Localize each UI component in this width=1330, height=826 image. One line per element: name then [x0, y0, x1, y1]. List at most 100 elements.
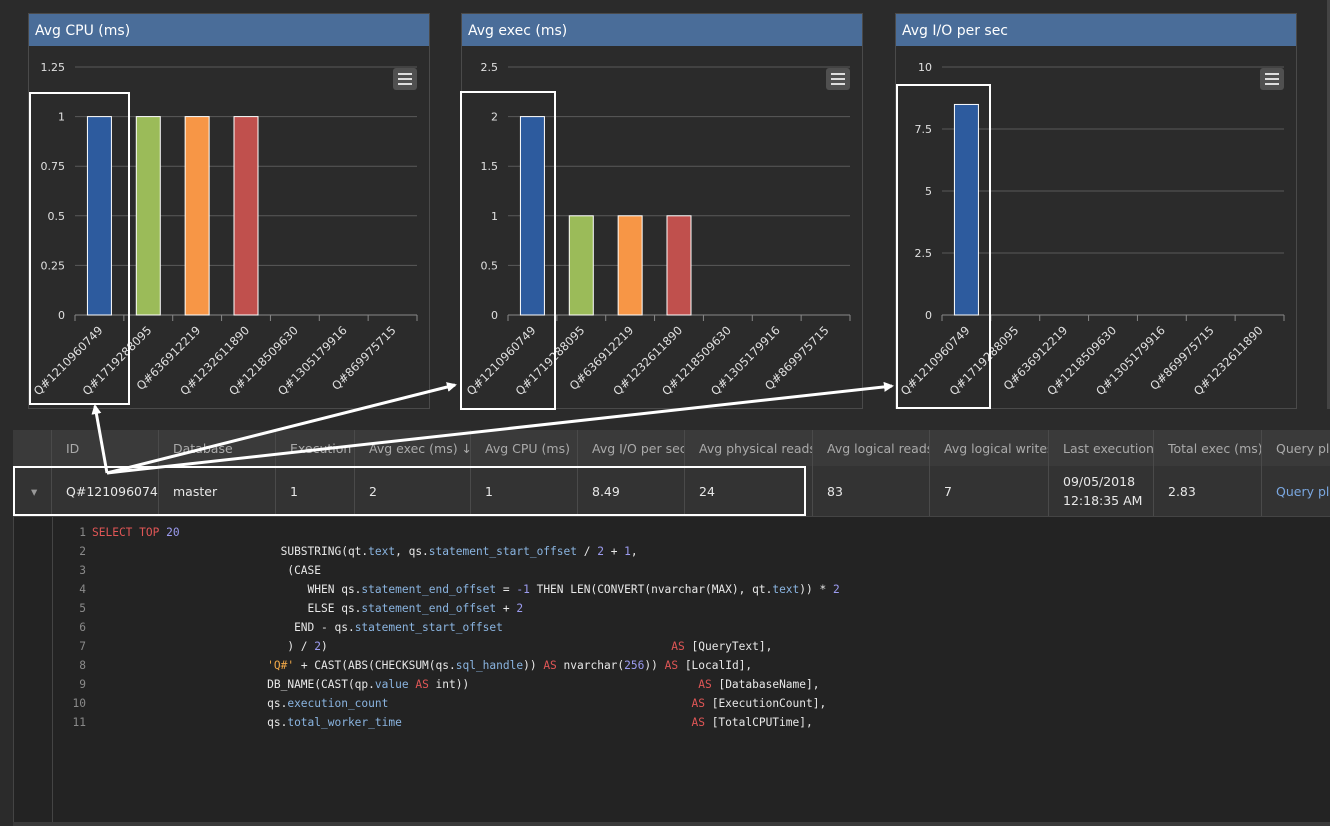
code-token	[132, 523, 139, 542]
query-grid: ID Database Execution Avg exec (ms) ↓ Av…	[13, 430, 1330, 826]
y-tick-label: 5	[925, 185, 932, 198]
y-tick-label: 2.5	[915, 247, 933, 260]
code-token: 256	[624, 659, 645, 672]
bar	[233, 116, 259, 316]
code-token: value	[374, 678, 409, 691]
code-token: -1	[516, 583, 530, 596]
last-execution-date: 09/05/2018	[1063, 474, 1136, 489]
query-text-viewer[interactable]: 1 SELECT TOP 20 2 SUBSTRING(qt. text, qs. st…	[13, 516, 1330, 822]
code-token: ELSE qs.	[92, 602, 362, 615]
query-plan-link[interactable]: Query plan	[1276, 483, 1330, 499]
code-line: 7 ) / 2) AS [QueryText],	[66, 637, 840, 656]
cell-last-execution: 09/05/2018 12:18:35 AM	[1049, 466, 1154, 516]
code-token: statement_start_offset	[354, 621, 503, 634]
page-scrollbar[interactable]	[1327, 0, 1330, 409]
code-token: 2	[314, 640, 322, 653]
y-tick-label: 0.5	[481, 259, 499, 272]
bar	[666, 215, 692, 316]
code-token: + CAST(ABS(CHECKSUM(qs.	[294, 659, 456, 672]
line-number: 11	[72, 716, 86, 729]
y-tick-label: 7.5	[915, 123, 933, 136]
code-line: 8 'Q#' + CAST(ABS(CHECKSUM(qs. sql_handle…	[66, 656, 840, 675]
column-header-id[interactable]: ID	[52, 430, 159, 466]
code-token: AS	[698, 678, 712, 691]
code-line: 3 (CASE	[66, 561, 840, 580]
cell-execution: 1	[276, 466, 355, 516]
cell-avg-io: 8.49	[578, 466, 685, 516]
line-number: 7	[79, 640, 86, 653]
cell-avg-logical-writes: 7	[930, 466, 1049, 516]
cell-database: master	[159, 466, 276, 516]
line-number: 2	[79, 545, 86, 558]
column-header-last-execution[interactable]: Last execution	[1049, 430, 1154, 466]
code-token: 20	[166, 526, 180, 539]
last-execution-time: 12:18:35 AM	[1063, 493, 1143, 508]
grid-header-row: ID Database Execution Avg exec (ms) ↓ Av…	[13, 430, 1330, 466]
chart-menu-button[interactable]	[393, 68, 417, 90]
column-header-query-plan[interactable]: Query plan	[1276, 440, 1330, 456]
chart-avg-exec: 00.511.522.5Q#1210960749Q#1719288095Q#63…	[464, 61, 851, 398]
chart-title: Avg exec (ms)	[462, 14, 862, 46]
code-token: 1	[624, 545, 631, 558]
column-header-database[interactable]: Database	[159, 430, 276, 466]
y-tick-label: 0.5	[48, 210, 66, 223]
code-token: (CASE	[92, 564, 322, 577]
column-header-avg-io[interactable]: Avg I/O per sec	[578, 430, 685, 466]
code-token: 2	[832, 583, 840, 596]
column-header-total-exec[interactable]: Total exec (ms)	[1154, 430, 1262, 466]
column-header-avg-cpu[interactable]: Avg CPU (ms)	[471, 430, 578, 466]
code-token: +	[603, 545, 625, 558]
column-header-avg-physical-reads[interactable]: Avg physical reads	[685, 430, 813, 466]
code-line: 5 ELSE qs. statement_end_offset + 2	[66, 599, 840, 618]
chart-panel-avg-io: Avg I/O per sec 0 2.5 5 7.5 10 Q#1210960749 Q#…	[895, 13, 1297, 409]
code-token	[159, 523, 166, 542]
code-token: AS	[415, 678, 429, 691]
y-tick-label: 0	[491, 309, 498, 322]
column-header-avg-logical-writes[interactable]: Avg logical writes	[930, 430, 1049, 466]
chart-avg-cpu: 00.250.50.7511.25Q#1210960749Q#171928809…	[31, 61, 418, 398]
column-header-avg-exec[interactable]: Avg exec (ms) ↓	[355, 430, 471, 466]
code-token	[409, 675, 416, 694]
code-token: statement_start_offset	[428, 545, 577, 558]
table-row[interactable]: ▾ Q#1210960749 master 1 2 1 8.49 24 83 7…	[13, 466, 1330, 516]
column-header-avg-logical-reads[interactable]: Avg logical reads	[813, 430, 930, 466]
cell-avg-exec: 2	[355, 466, 471, 516]
hamburger-icon	[1265, 73, 1279, 75]
code-token: [QueryText],	[684, 640, 773, 653]
chart-menu-button[interactable]	[1260, 68, 1284, 90]
line-number: 6	[79, 621, 86, 634]
chart-menu-button[interactable]	[826, 68, 850, 90]
code-token: [LocalId],	[678, 659, 753, 672]
code-token: AS	[543, 659, 557, 672]
code-line: 1 SELECT TOP 20	[66, 523, 840, 542]
y-tick-label: 0.25	[41, 259, 66, 272]
code-token: WHEN qs.	[92, 583, 362, 596]
code-line: 10 qs. execution_count AS [ExecutionCount…	[66, 694, 840, 713]
column-header-execution[interactable]: Execution	[276, 430, 355, 466]
y-tick-label: 0.75	[41, 160, 66, 173]
code-token: qs.	[92, 716, 288, 729]
chart-panel-avg-exec: Avg exec (ms) 0 0.5 1 1.5 2 2.5 Q#1210960749 Q#…	[461, 13, 863, 409]
code-token: AS	[664, 659, 679, 672]
code-token	[388, 694, 691, 713]
code-token: AS	[691, 716, 705, 729]
code-token: THEN LEN(CONVERT(nvarchar(MAX), qt.	[529, 583, 773, 596]
code-token: int))	[428, 678, 699, 691]
line-number: 8	[79, 659, 86, 672]
horizontal-scrollbar[interactable]	[13, 822, 1330, 826]
line-number: 9	[79, 678, 86, 691]
chart-panel-avg-cpu: Avg CPU (ms) 0 0.25 0.5 0.75 1 1.25 Q#12109607…	[28, 13, 430, 409]
line-number: 5	[79, 602, 86, 615]
code-line: 9 DB_NAME(CAST(qp. value AS int)) AS [Dat…	[66, 675, 840, 694]
code-token: ))	[644, 659, 665, 672]
code-token: DB_NAME(CAST(qp.	[92, 678, 375, 691]
cell-avg-cpu: 1	[471, 466, 578, 516]
code-token: ))	[523, 659, 544, 672]
y-tick-label: 1	[491, 210, 498, 223]
code-token: AS	[671, 640, 685, 653]
expand-row-icon[interactable]: ▾	[13, 466, 52, 516]
code-token: text	[772, 583, 800, 596]
code-token	[402, 713, 692, 732]
cell-avg-physical-reads: 24	[685, 466, 813, 516]
code-token: 2	[516, 602, 524, 615]
